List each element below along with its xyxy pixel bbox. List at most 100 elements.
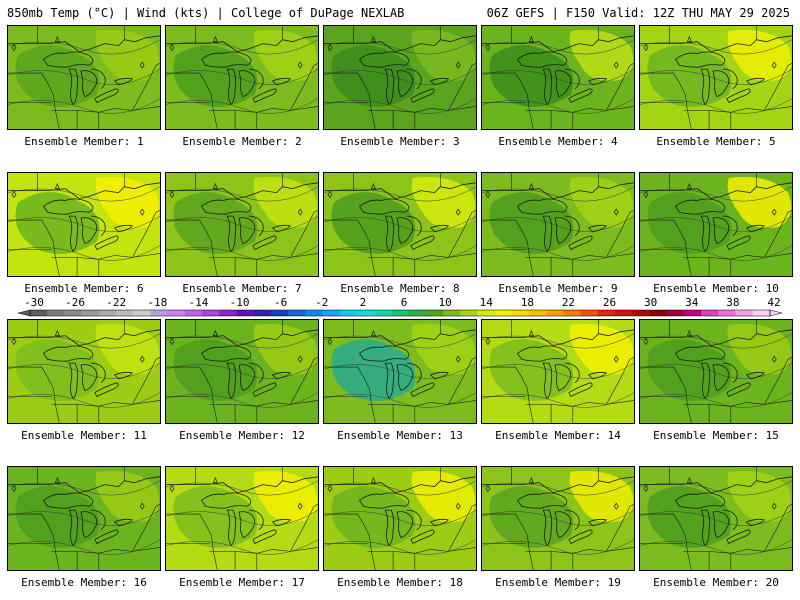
height-contour xyxy=(324,215,476,232)
height-contour xyxy=(324,39,476,55)
temperature-map xyxy=(640,320,792,423)
colorbar-tick-label: 42 xyxy=(767,296,780,309)
ensemble-member-label: Ensemble Member: 9 xyxy=(498,282,618,295)
height-contour xyxy=(482,480,634,496)
temperature-shading-region xyxy=(173,45,258,107)
ensemble-member-label: Ensemble Member: 14 xyxy=(495,429,621,442)
colorbar-swatch xyxy=(47,310,65,316)
temperature-shading-region xyxy=(411,323,476,375)
colorbar-swatch xyxy=(391,310,410,316)
colorbar-swatch xyxy=(632,310,651,316)
height-contour xyxy=(640,333,792,349)
height-contour xyxy=(8,186,160,202)
temperature-shading-region xyxy=(727,470,792,522)
ensemble-map-panel xyxy=(165,172,319,277)
colorbar-tick-label: -26 xyxy=(65,296,85,309)
ensemble-member-label: Ensemble Member: 2 xyxy=(182,135,302,148)
height-contour xyxy=(640,68,792,85)
ensemble-member-label: Ensemble Member: 4 xyxy=(498,135,618,148)
colorbar-swatch xyxy=(563,310,582,316)
colorbar-tick-label: 30 xyxy=(644,296,657,309)
height-contour xyxy=(640,186,792,202)
height-contour xyxy=(324,392,476,408)
ensemble-member-label: Ensemble Member: 16 xyxy=(21,576,147,589)
temperature-shading-region xyxy=(173,192,258,254)
header-run-info: 06Z GEFS | F150 Valid: 12Z THU MAY 29 20… xyxy=(486,6,790,20)
colorbar-swatch xyxy=(580,310,599,316)
colorbar-tick-label: 22 xyxy=(562,296,575,309)
height-contour xyxy=(166,245,318,261)
height-contour xyxy=(166,392,318,408)
ensemble-map-panel xyxy=(165,25,319,130)
height-contour xyxy=(482,39,634,55)
ensemble-map-panel xyxy=(639,25,793,130)
ensemble-map-panel xyxy=(165,319,319,424)
height-contour xyxy=(640,245,792,261)
height-contour xyxy=(324,186,476,202)
temperature-shading-region xyxy=(331,486,416,548)
temperature-map xyxy=(166,173,318,276)
height-contour xyxy=(640,98,792,114)
ensemble-member-label: Ensemble Member: 17 xyxy=(179,576,305,589)
temperature-shading-region xyxy=(569,323,634,375)
height-contour xyxy=(166,362,318,379)
height-contour xyxy=(8,362,160,379)
temperature-shading-region xyxy=(569,29,634,81)
colorbar-min-arrow xyxy=(17,309,31,317)
height-contour xyxy=(8,333,160,349)
height-contour xyxy=(324,98,476,114)
height-contour xyxy=(8,68,160,85)
temperature-shading-region xyxy=(15,192,100,254)
height-contour xyxy=(482,215,634,232)
height-contour xyxy=(482,509,634,526)
ensemble-member-label: Ensemble Member: 15 xyxy=(653,429,779,442)
ensemble-member-label: Ensemble Member: 13 xyxy=(337,429,463,442)
height-contour xyxy=(640,539,792,555)
temperature-shading-region xyxy=(569,176,634,228)
temperature-shading-region xyxy=(331,45,416,107)
temperature-shading-region xyxy=(331,339,416,401)
height-contour xyxy=(482,392,634,408)
colorbar-swatch xyxy=(270,310,289,316)
ensemble-map-panel xyxy=(481,319,635,424)
temperature-map xyxy=(640,26,792,129)
temperature-shading-region xyxy=(173,339,258,401)
ensemble-map-panel xyxy=(323,25,477,130)
colorbar-tick-label: 34 xyxy=(685,296,699,309)
temperature-shading-region xyxy=(489,339,574,401)
temperature-map xyxy=(640,467,792,570)
colorbar-tick-label: 14 xyxy=(480,296,494,309)
temperature-shading-region xyxy=(647,486,732,548)
ensemble-member-label: Ensemble Member: 6 xyxy=(24,282,144,295)
height-contour xyxy=(166,186,318,202)
height-contour xyxy=(166,215,318,232)
ensemble-map-panel xyxy=(165,466,319,571)
temperature-shading-region xyxy=(647,192,732,254)
height-contour xyxy=(482,68,634,85)
ensemble-map-panel xyxy=(7,319,161,424)
temperature-map xyxy=(8,173,160,276)
temperature-map xyxy=(482,173,634,276)
ensemble-map-panel xyxy=(323,466,477,571)
height-contour xyxy=(640,392,792,408)
temperature-map xyxy=(324,173,476,276)
colorbar-swatch xyxy=(116,310,134,316)
height-contour xyxy=(166,98,318,114)
height-contour xyxy=(324,333,476,349)
colorbar-tick-label: -2 xyxy=(315,296,328,309)
colorbar-swatch xyxy=(253,310,272,316)
temperature-shading-region xyxy=(253,470,318,522)
colorbar-swatch xyxy=(236,310,255,316)
colorbar-swatch xyxy=(735,310,754,316)
height-contour xyxy=(482,98,634,114)
temperature-map xyxy=(324,467,476,570)
height-contour xyxy=(8,39,160,55)
temperature-colorbar: -30 -26 -22 -18 -14 -10 -6 -2 2 6 10 14 18 22 26 30 34 38… xyxy=(17,296,783,317)
colorbar-swatch xyxy=(98,310,117,316)
colorbar-swatch xyxy=(649,310,668,316)
colorbar-tick-label: -6 xyxy=(274,296,287,309)
temperature-shading-region xyxy=(411,29,476,81)
temperature-shading-region xyxy=(727,176,792,228)
colorbar-swatch xyxy=(322,310,341,316)
ensemble-map-panel xyxy=(639,319,793,424)
